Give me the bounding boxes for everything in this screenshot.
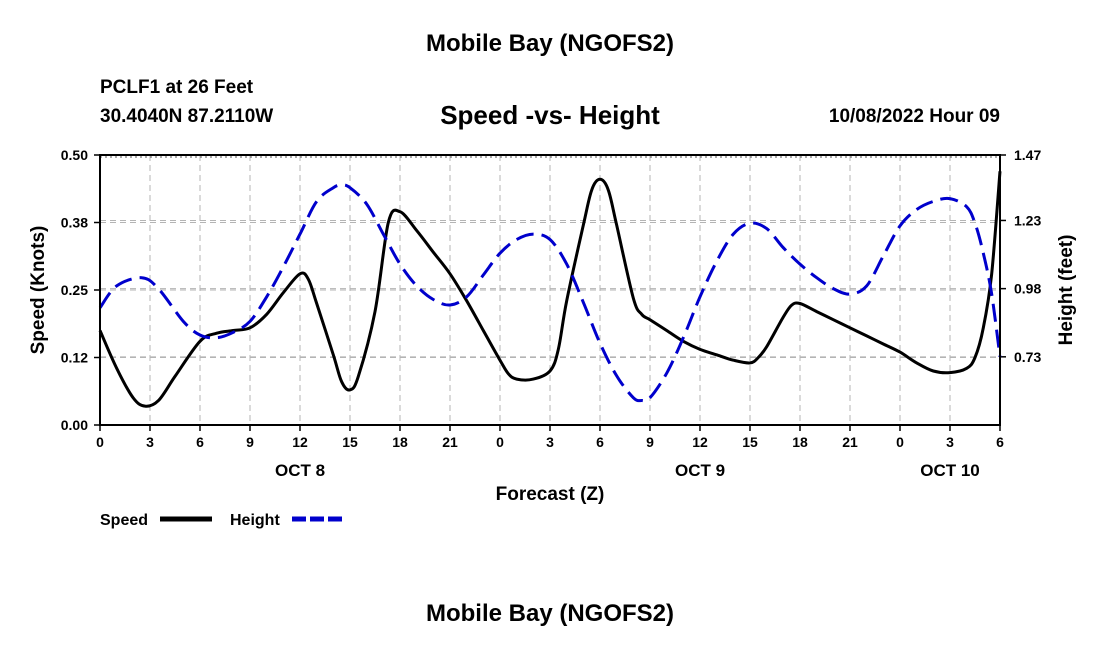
height-series-line	[98, 183, 1002, 403]
x-tick-label: 0	[96, 434, 104, 450]
x-tick-label: 12	[292, 434, 308, 450]
x-tick-label: 6	[996, 434, 1004, 450]
y2-axis-label: Height (feet)	[1056, 235, 1077, 346]
y2-tick-label: 0.98	[1014, 281, 1041, 297]
y2-tick-label: 1.23	[1014, 212, 1041, 228]
y-tick-label: 0.50	[61, 147, 88, 163]
x-tick-label: 3	[546, 434, 554, 450]
page-title: Mobile Bay (NGOFS2)	[425, 30, 675, 57]
x-tick-label: 15	[342, 434, 358, 450]
x-tick-label: 6	[596, 434, 604, 450]
x-tick-label: 18	[792, 434, 808, 450]
day-label: OCT 8	[275, 461, 325, 480]
y2-tick-label: 0.73	[1014, 349, 1041, 365]
legend: Speed Height	[100, 512, 344, 529]
y-axis-label: Speed (Knots)	[28, 226, 49, 355]
x-tick-label: 9	[246, 434, 254, 450]
y-tick-label: 0.12	[61, 350, 88, 366]
y-tick-label: 0.00	[61, 417, 88, 433]
x-tick-label: 15	[742, 434, 758, 450]
x-tick-label: 9	[646, 434, 654, 450]
timestamp-label: 10/08/2022 Hour 09	[828, 106, 1000, 127]
series-lines	[98, 171, 1002, 408]
x-tick-label: 3	[146, 434, 154, 450]
x-tick-label: 12	[692, 434, 708, 450]
speed-series-line	[98, 171, 1002, 408]
x-tick-label: 0	[896, 434, 904, 450]
x-tick-label: 21	[442, 434, 458, 450]
x-axis-label: Forecast (Z)	[496, 484, 605, 505]
grid	[100, 154, 1000, 425]
axis-ticks: 0 3 6 9 12 15 18 21 0 3 6 9 12 15 18 21 0 3 6 OCT 8 OCT 9 OCT…	[61, 147, 1042, 480]
day-label: OCT 10	[920, 461, 980, 480]
legend-label-speed: Speed	[100, 512, 148, 529]
y-tick-label: 0.38	[61, 215, 88, 231]
day-label: OCT 9	[675, 461, 725, 480]
x-tick-label: 3	[946, 434, 954, 450]
y2-tick-label: 1.47	[1014, 147, 1041, 163]
station-label: PCLF1 at 26 Feet	[100, 77, 254, 98]
chart-title: Speed -vs- Height	[440, 100, 660, 130]
y-tick-label: 0.25	[61, 282, 88, 298]
x-tick-label: 0	[496, 434, 504, 450]
plot-frame	[99, 154, 1001, 426]
legend-label-height: Height	[230, 512, 280, 529]
coordinates-label: 30.4040N 87.2110W	[100, 106, 274, 127]
footer-title: Mobile Bay (NGOFS2)	[425, 600, 675, 627]
x-tick-label: 18	[392, 434, 408, 450]
x-tick-label: 6	[196, 434, 204, 450]
x-tick-label: 21	[842, 434, 858, 450]
